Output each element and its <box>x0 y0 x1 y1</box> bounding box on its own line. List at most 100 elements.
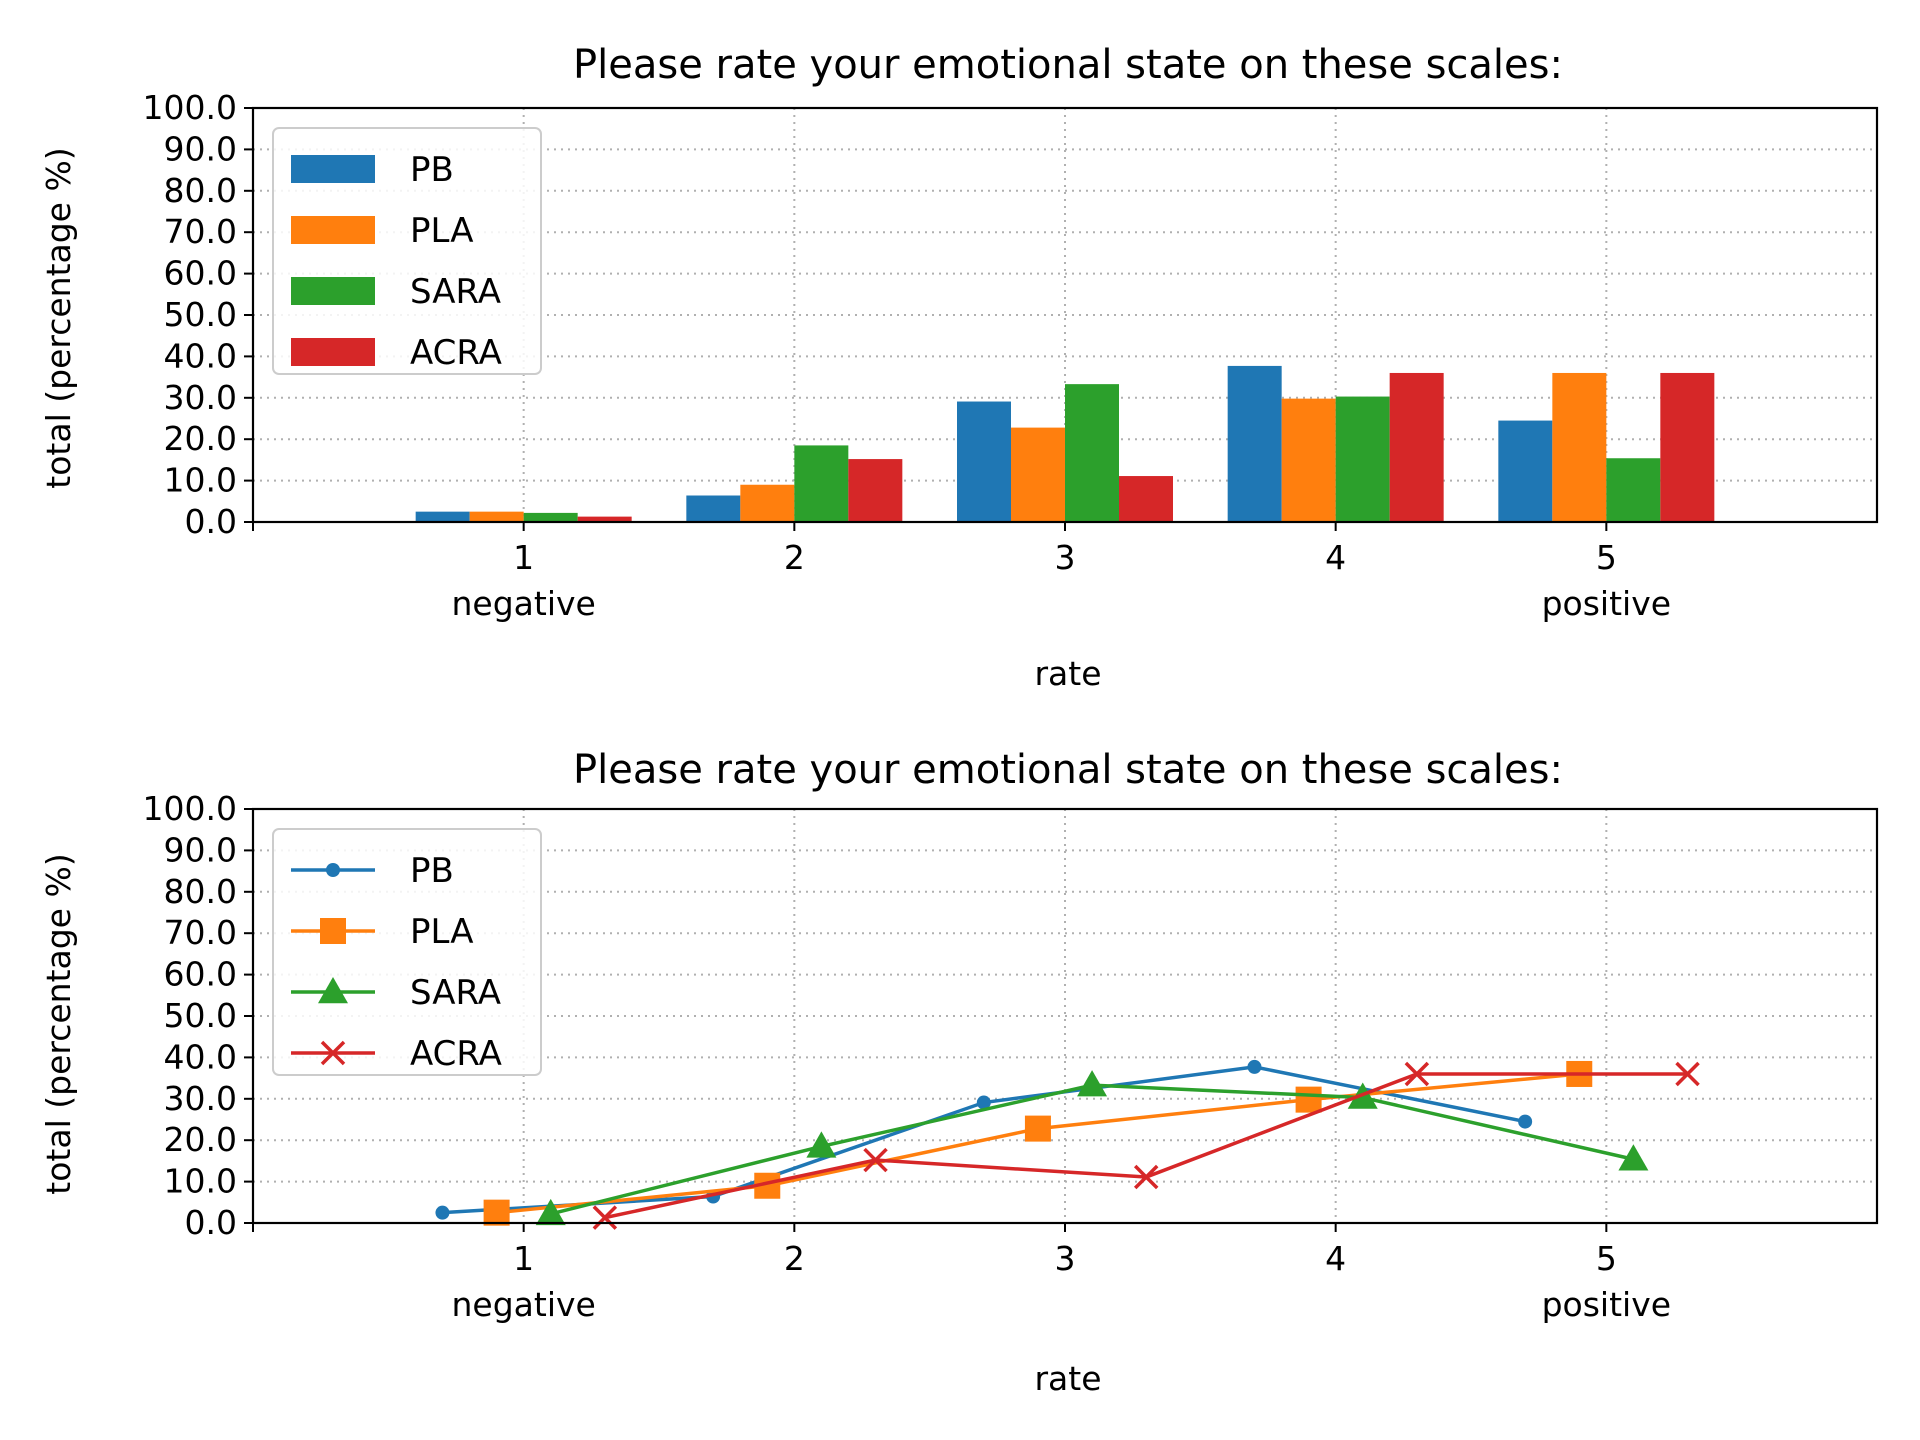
bar-chart-ytick-label: 30.0 <box>164 378 237 417</box>
line-chart-ytick-label: 80.0 <box>164 872 237 911</box>
bar-sara <box>1065 384 1119 522</box>
bar-chart-ylabel: total (percentage %) <box>39 147 78 488</box>
bar-chart-ytick-label: 80.0 <box>164 171 237 210</box>
bar-pb <box>957 401 1011 522</box>
line-chart-xtick-label: 5 <box>1596 1239 1617 1278</box>
bar-chart-bars <box>415 365 1715 522</box>
line-chart-xtick-sublabel: positive <box>1542 1285 1671 1324</box>
bar-chart-ytick-label: 10.0 <box>164 461 237 500</box>
bar-chart-xtick-label: 1 <box>513 538 534 577</box>
bar-chart-xtick-label: 4 <box>1325 538 1346 577</box>
point-pb <box>1518 1114 1533 1129</box>
bar-sara <box>523 512 578 522</box>
legend-label-acra: ACRA <box>410 1034 502 1074</box>
line-chart-xlabel: rate <box>1034 1359 1101 1398</box>
legend-box <box>272 828 542 1076</box>
bar-chart-ytick-label: 60.0 <box>164 254 237 293</box>
bar-chart-ytick-label: 40.0 <box>164 336 237 375</box>
legend-marker-pb <box>326 863 340 877</box>
point-pb <box>435 1205 450 1220</box>
bar-pla <box>1281 398 1336 522</box>
line-chart-ytick-label: 20.0 <box>164 1120 237 1159</box>
legend-label-pla: PLA <box>410 912 473 952</box>
bar-acra <box>1389 372 1444 522</box>
legend-label-pb: PB <box>410 150 454 190</box>
bar-pla <box>1552 372 1607 522</box>
point-acra <box>592 1205 618 1230</box>
line-chart-xtick-label: 4 <box>1325 1239 1346 1278</box>
line-chart-ytick-label: 0.0 <box>185 1203 237 1242</box>
line-chart-xtick-label: 1 <box>513 1239 534 1278</box>
line-chart-ytick-label: 60.0 <box>164 955 237 994</box>
bar-acra <box>1660 372 1715 522</box>
point-pb <box>1247 1059 1262 1074</box>
legend-label-pb: PB <box>410 851 454 891</box>
bar-chart-xlabel: rate <box>1034 654 1101 693</box>
legend-swatch-pla <box>291 216 375 244</box>
point-sara <box>1618 1144 1649 1171</box>
point-pla <box>1024 1115 1051 1142</box>
bar-chart-ytick-label: 0.0 <box>185 502 237 541</box>
bar-acra <box>1119 476 1173 522</box>
legend-swatch-pb <box>291 155 375 183</box>
line-chart-ytick-label: 40.0 <box>164 1037 237 1076</box>
legend-marker-pla <box>320 918 346 944</box>
line-chart-title: Please rate your emotional state on thes… <box>573 747 1563 793</box>
line-chart-panel: Please rate your emotional state on thes… <box>39 747 1879 1398</box>
bar-chart-panel: Please rate your emotional state on thes… <box>39 42 1879 693</box>
bar-chart-ytick-label: 90.0 <box>164 129 237 168</box>
legend-label-pla: PLA <box>410 211 473 251</box>
line-chart-series <box>435 1059 1700 1230</box>
line-chart-ytick-label: 30.0 <box>164 1079 237 1118</box>
bar-chart-xtick-sublabel: positive <box>1542 584 1671 623</box>
line-chart-ytick-label: 50.0 <box>164 996 237 1035</box>
line-chart-ytick-label: 100.0 <box>143 789 237 828</box>
bar-chart-ytick-label: 20.0 <box>164 419 237 458</box>
legend-swatch-acra <box>291 338 375 366</box>
bar-pb <box>686 495 741 522</box>
point-pla <box>483 1199 510 1226</box>
bar-pla <box>469 511 524 522</box>
point-sara <box>806 1131 837 1158</box>
line-chart-legend: PB PLA SARA ACRA <box>272 828 542 1076</box>
line-chart-ylabel: total (percentage %) <box>39 853 78 1194</box>
bar-chart-xtick-label: 3 <box>1055 538 1076 577</box>
line-chart-ytick-label: 70.0 <box>164 913 237 952</box>
legend-label-sara: SARA <box>410 973 501 1013</box>
bar-pb <box>1498 420 1553 522</box>
line-chart-xtick-label: 3 <box>1055 1239 1076 1278</box>
line-chart-xtick-sublabel: negative <box>452 1285 596 1324</box>
legend-box <box>272 127 542 375</box>
bar-sara <box>1335 396 1390 522</box>
point-pla <box>1295 1086 1322 1113</box>
line-chart-ytick-label: 10.0 <box>164 1162 237 1201</box>
legend-swatch-sara <box>291 277 375 305</box>
bar-chart-ytick-label: 70.0 <box>164 212 237 251</box>
bar-pla <box>740 484 795 522</box>
bar-chart-title: Please rate your emotional state on thes… <box>573 42 1563 88</box>
legend-label-sara: SARA <box>410 272 501 312</box>
point-acra <box>1133 1164 1159 1190</box>
bar-chart-ytick-label: 100.0 <box>143 88 237 127</box>
point-acra <box>1675 1061 1700 1087</box>
point-acra <box>1404 1061 1430 1087</box>
legend-marker-acra <box>320 1040 346 1066</box>
point-sara <box>535 1198 566 1226</box>
bar-chart-xtick-label: 2 <box>784 538 805 577</box>
bar-chart-ytick-label: 50.0 <box>164 295 237 334</box>
point-sara <box>1077 1070 1108 1097</box>
legend-marker-sara <box>318 977 348 1004</box>
point-pb <box>976 1095 991 1110</box>
bar-pla <box>1011 427 1065 522</box>
line-chart-ytick-label: 90.0 <box>164 830 237 869</box>
bar-sara <box>1606 458 1661 522</box>
bar-chart-xtick-label: 5 <box>1596 538 1617 577</box>
bar-chart-legend: PB PLA SARA ACRA <box>272 127 542 375</box>
bar-pb <box>1227 365 1282 522</box>
point-acra <box>863 1147 888 1173</box>
bar-sara <box>794 445 849 522</box>
bar-chart-xtick-sublabel: negative <box>452 584 596 623</box>
legend-label-acra: ACRA <box>410 333 502 373</box>
bar-acra <box>848 459 903 522</box>
